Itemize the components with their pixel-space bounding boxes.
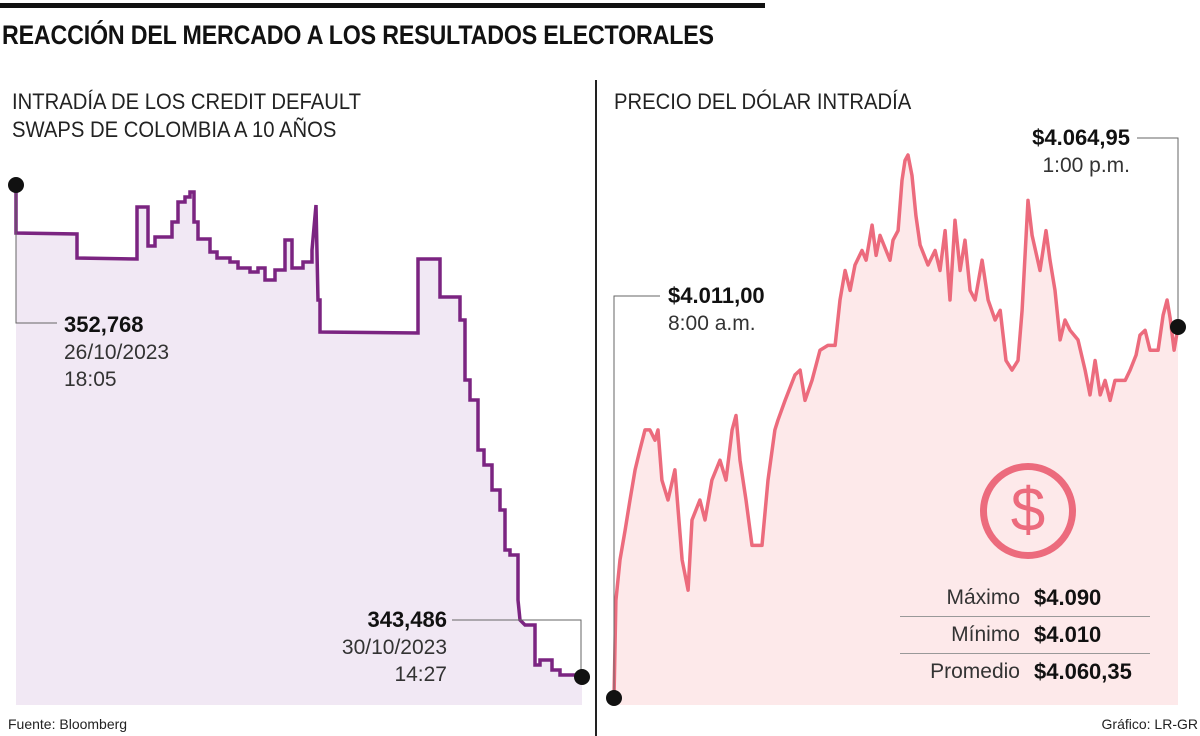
usd-end-marker [1170,319,1186,335]
usd-end-time: 1:00 p.m. [1042,154,1130,177]
cds-area-fill [16,185,582,705]
stat-row-avg: Promedio $4.060,35 [900,653,1150,690]
stat-label: Mínimo [951,623,1020,646]
cds-end-value: 343,486 [367,607,447,632]
panel-divider [595,80,597,736]
usd-start-marker [606,690,622,706]
stat-label: Promedio [930,660,1020,683]
cds-end-date: 30/10/2023 [341,636,447,659]
usd-stats-table: Máximo $4.090 Mínimo $4.010 Promedio $4.… [900,580,1150,690]
cds-chart-title: INTRADÍA DE LOS CREDIT DEFAULT SWAPS DE … [12,88,361,144]
cds-end-time: 14:27 [394,663,447,686]
top-rule [0,3,765,8]
stat-value: $4.010 [1034,622,1102,647]
usd-area-fill [614,155,1178,705]
stat-row-min: Mínimo $4.010 [900,616,1150,653]
cds-end-marker [574,669,590,685]
usd-chart-title: PRECIO DEL DÓLAR INTRADÍA [614,89,912,114]
usd-start-time: 8:00 a.m. [668,312,756,335]
cds-title-line1: INTRADÍA DE LOS CREDIT DEFAULT [12,89,362,114]
usd-end-label: $4.064,95 1:00 p.m. [1032,124,1130,179]
source-note: Fuente: Bloomberg [8,716,128,732]
cds-start-marker [8,177,24,193]
cds-start-date: 26/10/2023 [64,341,170,364]
cds-start-leader [15,185,57,324]
usd-end-leader [1137,137,1179,327]
usd-start-leader [613,295,660,698]
stat-value: $4.090 [1034,585,1102,610]
cds-start-time: 18:05 [64,368,117,391]
dollar-circle-icon: $ [980,463,1076,559]
credit-note: Gráfico: LR-GR [1101,716,1198,732]
usd-end-value: $4.064,95 [1032,125,1130,150]
cds-start-value: 352,768 [64,312,144,337]
cds-title-line2: SWAPS DE COLOMBIA A 10 AÑOS [12,117,337,142]
stat-value: $4.060,35 [1034,659,1132,684]
stat-row-max: Máximo $4.090 [900,580,1150,616]
usd-start-label: $4.011,00 8:00 a.m. [668,282,765,337]
page-title: REACCIÓN DEL MERCADO A LOS RESULTADOS EL… [2,20,714,50]
cds-end-label: 343,486 30/10/2023 14:27 [342,606,447,688]
cds-start-label: 352,768 26/10/2023 18:05 [64,311,169,393]
cds-end-leader [452,619,582,677]
stat-label: Máximo [946,586,1020,609]
usd-line [612,153,1180,699]
usd-start-value: $4.011,00 [668,283,765,308]
cds-line [14,185,583,679]
